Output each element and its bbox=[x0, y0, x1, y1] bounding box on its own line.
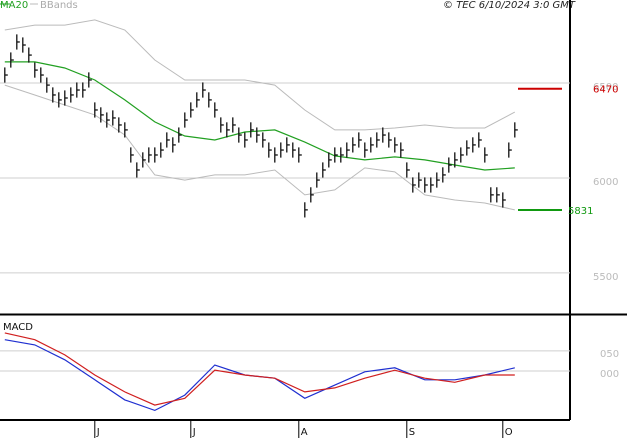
legend-ma: MA20 bbox=[0, 0, 28, 11]
macd-line bbox=[4, 332, 515, 406]
x-tick-label: A bbox=[301, 427, 308, 438]
band-lower bbox=[4, 84, 515, 211]
y-tick-label: 6500 bbox=[593, 82, 618, 93]
source: © TEC 6/10/2024 3:0 GMT bbox=[443, 0, 576, 11]
x-tick-label: O bbox=[505, 427, 513, 438]
ma-line bbox=[4, 61, 515, 171]
y-tick-label: 5500 bbox=[593, 272, 618, 283]
x-tick-label: J bbox=[192, 427, 196, 438]
level-label: 5831 bbox=[568, 206, 593, 217]
band-upper bbox=[4, 19, 516, 131]
x-tick-label: J bbox=[96, 427, 100, 438]
legend-bands: BBands bbox=[40, 0, 78, 11]
x-tick-label: S bbox=[409, 427, 415, 438]
macd-tick-label: 000 bbox=[600, 369, 619, 380]
macd-tick-label: 050 bbox=[600, 349, 619, 360]
macd-title: MACD bbox=[3, 322, 33, 333]
y-tick-label: 6000 bbox=[593, 177, 618, 188]
level-label: 6470 bbox=[593, 85, 618, 96]
